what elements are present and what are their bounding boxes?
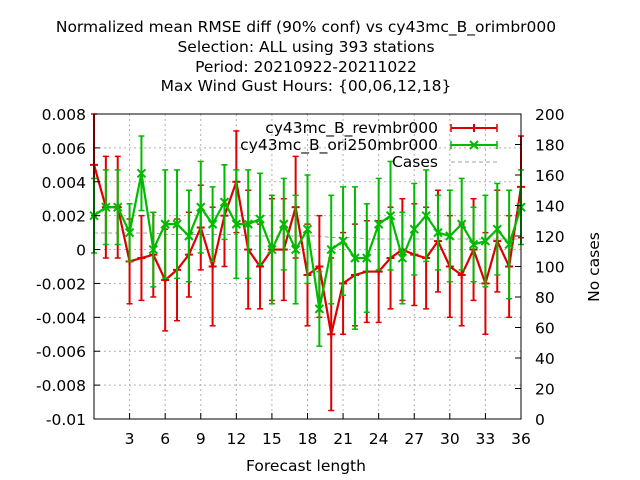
ori250mbr000-point-29 <box>433 227 443 238</box>
ori250mbr000-point-10 <box>207 219 218 229</box>
title-line-2: Selection: ALL using 393 stations <box>177 38 434 56</box>
y-tick-label-2: -0.006 <box>36 343 86 361</box>
ori250mbr000-point-33 <box>480 236 491 246</box>
ori250mbr000-point-22 <box>350 253 360 263</box>
ori250mbr000-point-35 <box>504 239 514 250</box>
revmbr000-point-20 <box>327 330 336 339</box>
x-tick-label-8: 27 <box>404 430 424 448</box>
y-tick-label-9: 0.008 <box>42 106 86 124</box>
y2-tick-label-6: 120 <box>535 228 565 246</box>
ori250mbr000-point-5 <box>148 244 159 255</box>
ori250mbr000-point-28 <box>421 210 431 221</box>
ori250mbr000-point-9 <box>196 202 206 212</box>
ori250mbr000-point-16 <box>279 219 289 229</box>
ori250mbr000-point-24 <box>373 219 384 229</box>
y2-tick-label-10: 200 <box>535 106 565 124</box>
y2-axis-label: No cases <box>585 232 603 302</box>
x-tick-label-10: 33 <box>476 430 496 448</box>
ori250mbr000-point-27 <box>409 224 419 234</box>
x-axis: 3 6 9 12 15 18 21 24 27 30 33 36 <box>125 413 531 448</box>
x-tick-label-9: 30 <box>440 430 460 448</box>
x-tick-label-11: 36 <box>511 430 531 448</box>
x-tick-label-0: 3 <box>125 430 135 448</box>
x-tick-label-4: 15 <box>262 430 282 448</box>
x-tick-label-3: 12 <box>226 430 246 448</box>
ori250mbr000-point-8 <box>184 231 194 241</box>
ori250mbr000-point-7 <box>172 219 182 229</box>
ori250mbr000-point-19 <box>314 304 325 314</box>
ori250mbr000-point-25 <box>385 210 396 221</box>
title-line-3: Period: 20210922-20211022 <box>195 58 417 76</box>
ori250mbr000-point-18 <box>302 224 313 234</box>
ori250mbr000-point-31 <box>456 219 467 229</box>
ori250mbr000-point-1 <box>101 202 111 212</box>
ori250mbr000-point-34 <box>492 224 502 234</box>
revmbr000-point-31 <box>457 270 466 279</box>
y-axis-left: -0.01 -0.008 -0.006 -0.004 -0.002 0 0.002 0.004… <box>36 106 100 429</box>
ori250mbr000-point-32 <box>468 239 479 250</box>
y-tick-label-6: 0.002 <box>42 208 86 226</box>
y2-tick-label-5: 100 <box>535 259 565 277</box>
chart-title: Normalized mean RMSE diff (90% conf) vs … <box>56 18 556 95</box>
legend-swatch-ori250mbr000 <box>450 140 498 150</box>
revmbr000-point-19 <box>315 262 324 271</box>
y2-tick-label-8: 160 <box>535 167 565 185</box>
x-tick-label-2: 9 <box>196 430 206 448</box>
legend: cy43mc_B_revmbr000 cy43mc_B_ori250mbr000… <box>240 119 498 171</box>
y2-tick-label-1: 20 <box>535 381 555 399</box>
y2-tick-label-0: 0 <box>535 411 545 429</box>
ori250mbr000-point-13 <box>243 219 253 229</box>
legend-label-cases: Cases <box>392 153 438 171</box>
y-tick-label-8: 0.006 <box>42 140 86 158</box>
ori250mbr000-point-14 <box>255 214 265 224</box>
ori250mbr000-point-30 <box>445 231 455 241</box>
ori250mbr000-point-6 <box>160 219 170 229</box>
ori250mbr000-point-3 <box>124 227 135 238</box>
y2-tick-label-3: 60 <box>535 320 555 338</box>
ori250mbr000-point-4 <box>136 168 147 179</box>
revmbr000-point-10 <box>208 262 217 271</box>
y-tick-label-4: -0.002 <box>36 275 86 293</box>
y2-tick-label-4: 80 <box>535 289 555 307</box>
x-axis-label: Forecast length <box>246 457 366 475</box>
y-tick-label-1: -0.008 <box>36 377 86 395</box>
ori250mbr000-point-26 <box>397 253 408 263</box>
revmbr000-point-4 <box>137 254 146 263</box>
legend-label-revmbr000: cy43mc_B_revmbr000 <box>265 119 438 138</box>
ori250mbr000-point-12 <box>231 219 242 229</box>
ori250mbr000-point-15 <box>267 244 277 255</box>
y-axis-right: 0 20 40 60 80 100 120 140 160 180 200 <box>515 106 565 429</box>
x-tick-label-5: 18 <box>298 430 318 448</box>
x-tick-label-7: 24 <box>369 430 389 448</box>
y-tick-label-5: 0 <box>76 242 86 260</box>
ori250mbr000-point-2 <box>113 202 123 212</box>
ori250mbr000-point-23 <box>362 253 372 263</box>
title-line-4: Max Wind Gust Hours: {00,06,12,18} <box>161 77 452 95</box>
legend-swatch-revmbr000 <box>450 124 498 132</box>
y2-tick-label-9: 180 <box>535 137 565 155</box>
ori250mbr000-point-11 <box>219 197 230 207</box>
y2-tick-label-2: 40 <box>535 350 555 368</box>
y-tick-label-3: -0.004 <box>36 309 86 327</box>
ori250mbr000-point-20 <box>326 244 336 255</box>
legend-label-ori250mbr000: cy43mc_B_ori250mbr000 <box>240 136 438 155</box>
ori250mbr000-point-17 <box>290 244 301 255</box>
y-tick-label-7: 0.004 <box>42 174 86 192</box>
x-tick-label-1: 6 <box>160 430 170 448</box>
y-tick-label-0: -0.01 <box>46 411 86 429</box>
ori250mbr000-point-21 <box>338 236 348 246</box>
x-tick-label-6: 21 <box>333 430 353 448</box>
y2-tick-label-7: 140 <box>535 198 565 216</box>
title-line-1: Normalized mean RMSE diff (90% conf) vs … <box>56 18 556 37</box>
